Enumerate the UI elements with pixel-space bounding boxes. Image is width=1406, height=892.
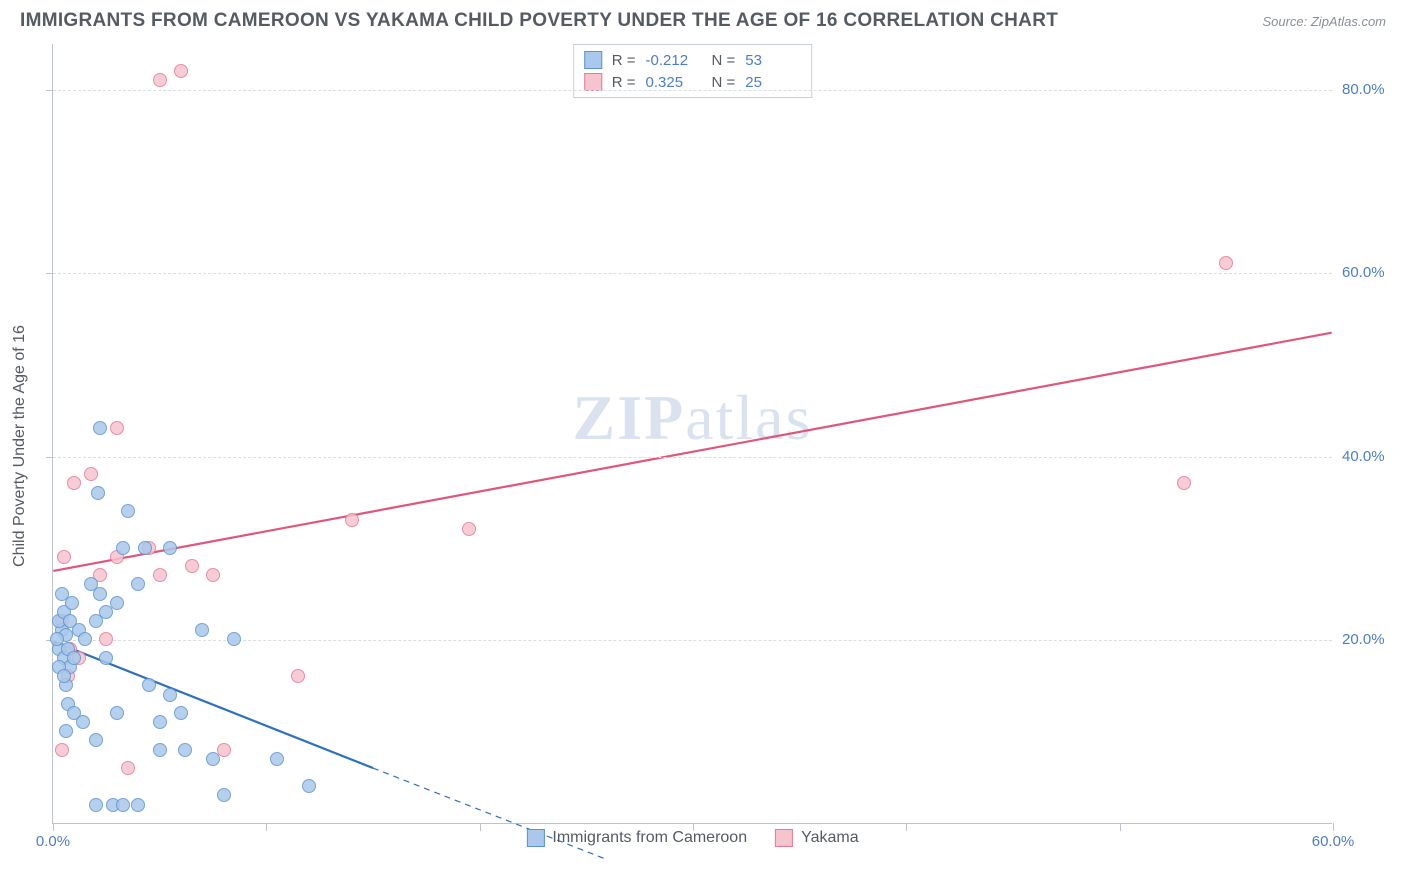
scatter-point-blue bbox=[84, 577, 98, 591]
y-tick bbox=[46, 457, 53, 458]
scatter-point-blue bbox=[110, 596, 124, 610]
scatter-point-blue bbox=[116, 798, 130, 812]
scatter-point-blue bbox=[55, 587, 69, 601]
scatter-point-blue bbox=[131, 798, 145, 812]
y-tick bbox=[46, 273, 53, 274]
legend-swatch-blue bbox=[584, 51, 602, 69]
y-tick-label: 20.0% bbox=[1342, 631, 1402, 648]
y-tick-label: 80.0% bbox=[1342, 81, 1402, 98]
scatter-point-pink bbox=[1219, 256, 1233, 270]
scatter-point-blue bbox=[78, 632, 92, 646]
r-label: R = bbox=[612, 74, 636, 91]
x-tick bbox=[906, 823, 907, 831]
scatter-point-pink bbox=[462, 522, 476, 536]
scatter-point-pink bbox=[99, 632, 113, 646]
scatter-point-pink bbox=[84, 467, 98, 481]
x-tick bbox=[480, 823, 481, 831]
scatter-point-blue bbox=[50, 632, 64, 646]
scatter-point-blue bbox=[63, 614, 77, 628]
source-label: Source: ZipAtlas.com bbox=[1262, 14, 1386, 29]
r-value-blue: -0.212 bbox=[646, 52, 702, 69]
scatter-point-blue bbox=[89, 798, 103, 812]
correlation-legend-row-blue: R = -0.212 N = 53 bbox=[584, 49, 802, 71]
series-label-blue: Immigrants from Cameroon bbox=[552, 829, 747, 847]
gridline bbox=[53, 273, 1332, 274]
scatter-point-pink bbox=[174, 64, 188, 78]
scatter-point-blue bbox=[65, 596, 79, 610]
x-tick bbox=[1333, 823, 1334, 831]
y-tick bbox=[46, 90, 53, 91]
trend-line bbox=[53, 333, 1331, 571]
gridline bbox=[53, 640, 1332, 641]
x-tick-label: 0.0% bbox=[36, 833, 70, 850]
n-value-pink: 25 bbox=[745, 74, 801, 91]
series-legend: Immigrants from Cameroon Yakama bbox=[526, 829, 858, 847]
scatter-point-pink bbox=[110, 421, 124, 435]
scatter-point-blue bbox=[138, 541, 152, 555]
x-tick bbox=[693, 823, 694, 831]
scatter-point-pink bbox=[153, 73, 167, 87]
gridline bbox=[53, 90, 1332, 91]
scatter-point-blue bbox=[178, 743, 192, 757]
scatter-point-pink bbox=[121, 761, 135, 775]
scatter-point-blue bbox=[99, 651, 113, 665]
scatter-point-blue bbox=[153, 715, 167, 729]
y-axis-title: Child Poverty Under the Age of 16 bbox=[11, 325, 29, 567]
scatter-point-blue bbox=[270, 752, 284, 766]
scatter-point-blue bbox=[76, 715, 90, 729]
scatter-point-blue bbox=[302, 779, 316, 793]
scatter-point-pink bbox=[291, 669, 305, 683]
scatter-point-pink bbox=[345, 513, 359, 527]
r-value-pink: 0.325 bbox=[646, 74, 702, 91]
scatter-point-pink bbox=[153, 568, 167, 582]
scatter-point-pink bbox=[206, 568, 220, 582]
scatter-point-blue bbox=[195, 623, 209, 637]
scatter-point-blue bbox=[227, 632, 241, 646]
scatter-point-blue bbox=[217, 788, 231, 802]
gridline bbox=[53, 457, 1332, 458]
scatter-point-blue bbox=[57, 669, 71, 683]
n-label: N = bbox=[712, 52, 736, 69]
legend-swatch-pink bbox=[584, 73, 602, 91]
trend-lines-layer bbox=[53, 44, 1332, 823]
scatter-point-blue bbox=[153, 743, 167, 757]
scatter-point-blue bbox=[174, 706, 188, 720]
x-tick bbox=[53, 823, 54, 831]
y-tick-label: 40.0% bbox=[1342, 448, 1402, 465]
n-value-blue: 53 bbox=[745, 52, 801, 69]
scatter-point-pink bbox=[57, 550, 71, 564]
series-legend-item-pink: Yakama bbox=[775, 829, 859, 847]
series-label-pink: Yakama bbox=[801, 829, 859, 847]
x-tick bbox=[266, 823, 267, 831]
scatter-point-blue bbox=[131, 577, 145, 591]
x-tick-label: 60.0% bbox=[1312, 833, 1355, 850]
legend-swatch-pink bbox=[775, 829, 793, 847]
chart-plot-area: ZIPatlas R = -0.212 N = 53 R = 0.325 N =… bbox=[52, 44, 1332, 824]
scatter-point-blue bbox=[121, 504, 135, 518]
scatter-point-blue bbox=[110, 706, 124, 720]
y-tick-label: 60.0% bbox=[1342, 264, 1402, 281]
scatter-point-blue bbox=[116, 541, 130, 555]
scatter-point-blue bbox=[163, 688, 177, 702]
scatter-point-pink bbox=[55, 743, 69, 757]
scatter-point-pink bbox=[1177, 476, 1191, 490]
scatter-point-blue bbox=[59, 724, 73, 738]
scatter-point-blue bbox=[206, 752, 220, 766]
scatter-point-blue bbox=[93, 421, 107, 435]
n-label: N = bbox=[712, 74, 736, 91]
scatter-point-blue bbox=[163, 541, 177, 555]
scatter-point-blue bbox=[142, 678, 156, 692]
x-tick bbox=[1120, 823, 1121, 831]
legend-swatch-blue bbox=[526, 829, 544, 847]
chart-title: IMMIGRANTS FROM CAMEROON VS YAKAMA CHILD… bbox=[20, 10, 1058, 32]
scatter-point-pink bbox=[67, 476, 81, 490]
scatter-point-blue bbox=[91, 486, 105, 500]
r-label: R = bbox=[612, 52, 636, 69]
scatter-point-blue bbox=[67, 651, 81, 665]
series-legend-item-blue: Immigrants from Cameroon bbox=[526, 829, 747, 847]
scatter-point-pink bbox=[185, 559, 199, 573]
scatter-point-blue bbox=[89, 733, 103, 747]
